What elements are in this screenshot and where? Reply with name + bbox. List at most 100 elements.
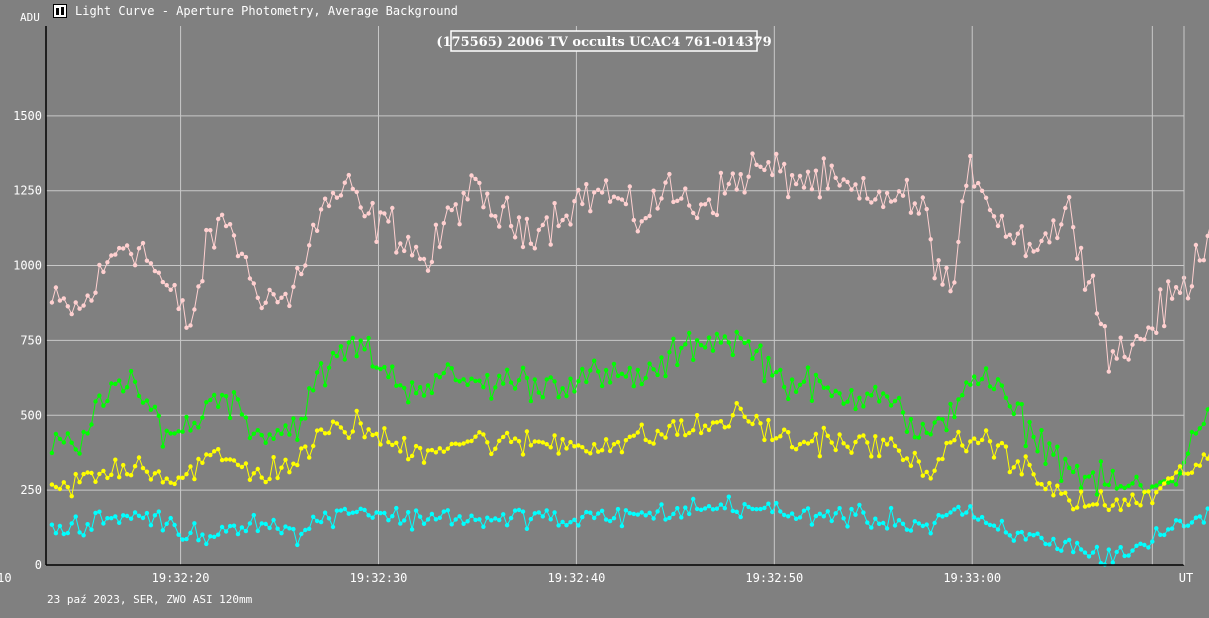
- data-point: [687, 511, 692, 517]
- data-point: [940, 456, 945, 462]
- data-point: [1007, 232, 1012, 237]
- data-point: [861, 404, 866, 409]
- data-point: [774, 436, 779, 441]
- data-point: [659, 355, 664, 360]
- data-point: [101, 468, 106, 474]
- data-point: [548, 517, 553, 522]
- data-point: [1166, 480, 1171, 485]
- data-point: [995, 377, 1001, 382]
- data-point: [667, 171, 672, 177]
- data-point: [572, 199, 577, 204]
- data-point: [829, 393, 834, 399]
- data-point: [93, 399, 98, 404]
- data-point: [1106, 547, 1112, 552]
- data-point: [995, 443, 1001, 448]
- data-point: [93, 290, 98, 295]
- data-point: [1019, 529, 1024, 535]
- data-point: [318, 207, 324, 212]
- data-point: [932, 468, 937, 473]
- data-point: [322, 431, 328, 436]
- data-point: [524, 429, 530, 434]
- y-tick-label: 250: [20, 483, 42, 497]
- data-point: [374, 431, 379, 436]
- data-point: [1166, 279, 1171, 284]
- data-point: [837, 506, 842, 511]
- data-point: [350, 510, 355, 515]
- data-point: [991, 386, 997, 392]
- data-point: [489, 518, 494, 523]
- data-point: [89, 422, 94, 427]
- data-point: [263, 440, 268, 445]
- data-point: [1106, 369, 1112, 374]
- data-point: [136, 513, 142, 518]
- data-point: [469, 513, 474, 518]
- data-point: [615, 373, 621, 379]
- data-point: [766, 501, 771, 506]
- data-point: [409, 453, 415, 459]
- data-point: [1074, 463, 1080, 469]
- data-point: [227, 222, 233, 227]
- data-point: [1094, 502, 1100, 507]
- data-point: [461, 190, 466, 196]
- data-point: [904, 456, 910, 461]
- data-point: [789, 445, 795, 450]
- data-point: [1043, 231, 1048, 236]
- data-point: [576, 379, 581, 384]
- data-point: [865, 440, 870, 445]
- data-point: [599, 383, 605, 389]
- data-point: [77, 306, 82, 311]
- data-point: [1086, 280, 1092, 285]
- data-point: [338, 193, 344, 198]
- data-point: [390, 514, 395, 519]
- data-point: [778, 169, 783, 174]
- data-point: [295, 265, 300, 271]
- data-point: [813, 372, 819, 378]
- data-point: [1015, 530, 1020, 535]
- data-point: [465, 382, 470, 387]
- data-point: [813, 513, 819, 519]
- data-point: [896, 518, 902, 523]
- data-point: [1110, 468, 1116, 474]
- data-point: [599, 190, 605, 195]
- data-point: [948, 440, 953, 445]
- data-point: [611, 361, 617, 367]
- data-point: [1114, 356, 1119, 361]
- data-point: [1185, 296, 1191, 301]
- data-point: [912, 519, 917, 524]
- data-point: [952, 507, 957, 512]
- data-point: [1189, 520, 1195, 525]
- data-point: [61, 531, 66, 537]
- data-point: [1078, 547, 1084, 552]
- data-point: [223, 394, 229, 399]
- data-point: [445, 362, 450, 367]
- data-point: [1173, 285, 1179, 290]
- data-point: [564, 523, 569, 528]
- data-point: [888, 505, 894, 511]
- data-point: [121, 389, 126, 394]
- data-point: [976, 381, 981, 387]
- data-point: [61, 296, 66, 301]
- data-point: [1201, 520, 1207, 525]
- data-point: [93, 510, 98, 516]
- data-point: [718, 502, 724, 507]
- data-point: [532, 511, 537, 516]
- data-point: [631, 217, 636, 223]
- data-point: [1071, 469, 1076, 475]
- data-point: [350, 335, 355, 341]
- data-point: [849, 450, 854, 455]
- data-point: [465, 519, 470, 524]
- data-point: [730, 352, 735, 358]
- data-point: [861, 433, 866, 438]
- data-point: [536, 510, 541, 515]
- data-point: [49, 482, 55, 487]
- data-point: [849, 187, 854, 192]
- data-point: [580, 201, 585, 207]
- data-point: [568, 439, 573, 445]
- data-point: [121, 513, 126, 518]
- data-point: [766, 355, 771, 361]
- data-point: [694, 413, 700, 418]
- data-point: [425, 383, 431, 388]
- data-point: [528, 516, 534, 522]
- data-point: [702, 202, 708, 207]
- data-point: [501, 204, 506, 209]
